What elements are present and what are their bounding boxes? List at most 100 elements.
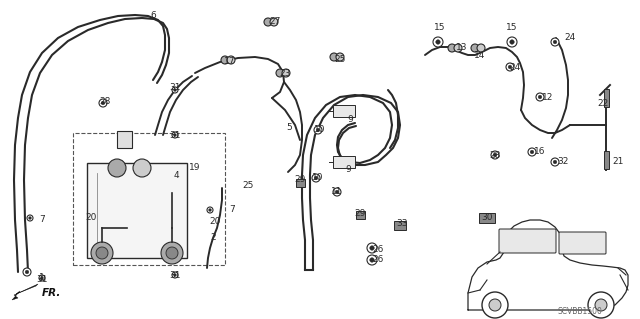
- Circle shape: [108, 159, 126, 177]
- Text: 27: 27: [269, 18, 281, 26]
- Circle shape: [553, 40, 557, 44]
- Circle shape: [448, 44, 456, 52]
- Circle shape: [471, 44, 479, 52]
- Text: 20: 20: [85, 213, 97, 222]
- Circle shape: [330, 53, 338, 61]
- Text: 24: 24: [509, 63, 520, 71]
- Text: 6: 6: [150, 11, 156, 19]
- Text: 10: 10: [312, 174, 324, 182]
- Circle shape: [27, 215, 33, 221]
- Circle shape: [314, 126, 322, 134]
- Circle shape: [588, 292, 614, 318]
- Circle shape: [209, 209, 211, 211]
- Text: 13: 13: [456, 42, 468, 51]
- Circle shape: [29, 217, 31, 219]
- Circle shape: [161, 242, 183, 264]
- Circle shape: [39, 275, 45, 281]
- Text: 2: 2: [210, 234, 216, 242]
- Circle shape: [436, 40, 440, 44]
- Text: 22: 22: [597, 99, 609, 108]
- Circle shape: [433, 37, 443, 47]
- Bar: [333, 105, 355, 117]
- Circle shape: [551, 158, 559, 166]
- Bar: [604, 89, 609, 107]
- Text: 12: 12: [542, 93, 554, 102]
- Circle shape: [491, 151, 499, 159]
- Text: 29: 29: [294, 175, 306, 184]
- Bar: [604, 151, 609, 169]
- Text: 1: 1: [39, 273, 45, 283]
- Circle shape: [173, 274, 177, 276]
- Text: 31: 31: [169, 130, 180, 139]
- Text: 19: 19: [189, 164, 201, 173]
- Bar: [333, 156, 355, 168]
- Text: 15: 15: [506, 23, 518, 32]
- Text: 16: 16: [534, 147, 546, 157]
- Text: 29: 29: [355, 209, 365, 218]
- Bar: [296, 179, 305, 187]
- Circle shape: [276, 69, 284, 77]
- Circle shape: [264, 18, 272, 26]
- Circle shape: [96, 247, 108, 259]
- Circle shape: [367, 243, 377, 253]
- Text: 11: 11: [332, 188, 343, 197]
- Circle shape: [133, 159, 151, 177]
- Circle shape: [172, 272, 178, 278]
- Text: 10: 10: [314, 125, 326, 135]
- Text: 23: 23: [279, 69, 291, 78]
- Text: 14: 14: [474, 50, 486, 60]
- Text: 20: 20: [209, 218, 221, 226]
- Text: 7: 7: [229, 205, 235, 214]
- Circle shape: [173, 134, 177, 136]
- Circle shape: [530, 150, 534, 154]
- Circle shape: [454, 44, 462, 52]
- Circle shape: [270, 18, 278, 26]
- Text: FR.: FR.: [42, 288, 61, 298]
- Bar: [73, 133, 225, 265]
- Text: 33: 33: [396, 219, 408, 227]
- Circle shape: [41, 277, 44, 279]
- Circle shape: [172, 87, 178, 93]
- Circle shape: [551, 38, 559, 46]
- Circle shape: [101, 101, 105, 105]
- Circle shape: [91, 242, 113, 264]
- Text: 31: 31: [36, 276, 48, 285]
- Circle shape: [370, 246, 374, 250]
- Text: 25: 25: [334, 56, 346, 64]
- Text: SCVBB1500: SCVBB1500: [557, 308, 602, 316]
- Text: 24: 24: [564, 33, 575, 41]
- Text: 17: 17: [224, 57, 236, 66]
- Circle shape: [335, 190, 339, 194]
- Circle shape: [506, 63, 514, 71]
- FancyBboxPatch shape: [499, 229, 556, 253]
- Circle shape: [333, 188, 341, 196]
- Circle shape: [312, 174, 320, 182]
- Circle shape: [25, 270, 29, 274]
- Text: 5: 5: [286, 123, 292, 132]
- Text: 28: 28: [99, 98, 111, 107]
- Text: 31: 31: [169, 84, 180, 93]
- Circle shape: [477, 44, 485, 52]
- Circle shape: [553, 160, 557, 164]
- Text: 9: 9: [345, 166, 351, 174]
- Bar: [394, 220, 406, 229]
- Circle shape: [489, 299, 501, 311]
- Circle shape: [99, 99, 107, 107]
- Text: 9: 9: [347, 115, 353, 124]
- Circle shape: [314, 176, 318, 180]
- Circle shape: [173, 89, 177, 91]
- Circle shape: [509, 40, 515, 44]
- Circle shape: [207, 207, 213, 213]
- Circle shape: [528, 148, 536, 156]
- Circle shape: [367, 255, 377, 265]
- Text: 15: 15: [435, 23, 445, 32]
- Circle shape: [538, 95, 542, 99]
- Circle shape: [172, 132, 178, 138]
- Circle shape: [536, 93, 544, 101]
- Text: 7: 7: [39, 216, 45, 225]
- Polygon shape: [468, 220, 628, 312]
- Circle shape: [23, 268, 31, 276]
- Text: 32: 32: [557, 158, 569, 167]
- Text: 31: 31: [169, 271, 180, 279]
- Text: 26: 26: [372, 246, 384, 255]
